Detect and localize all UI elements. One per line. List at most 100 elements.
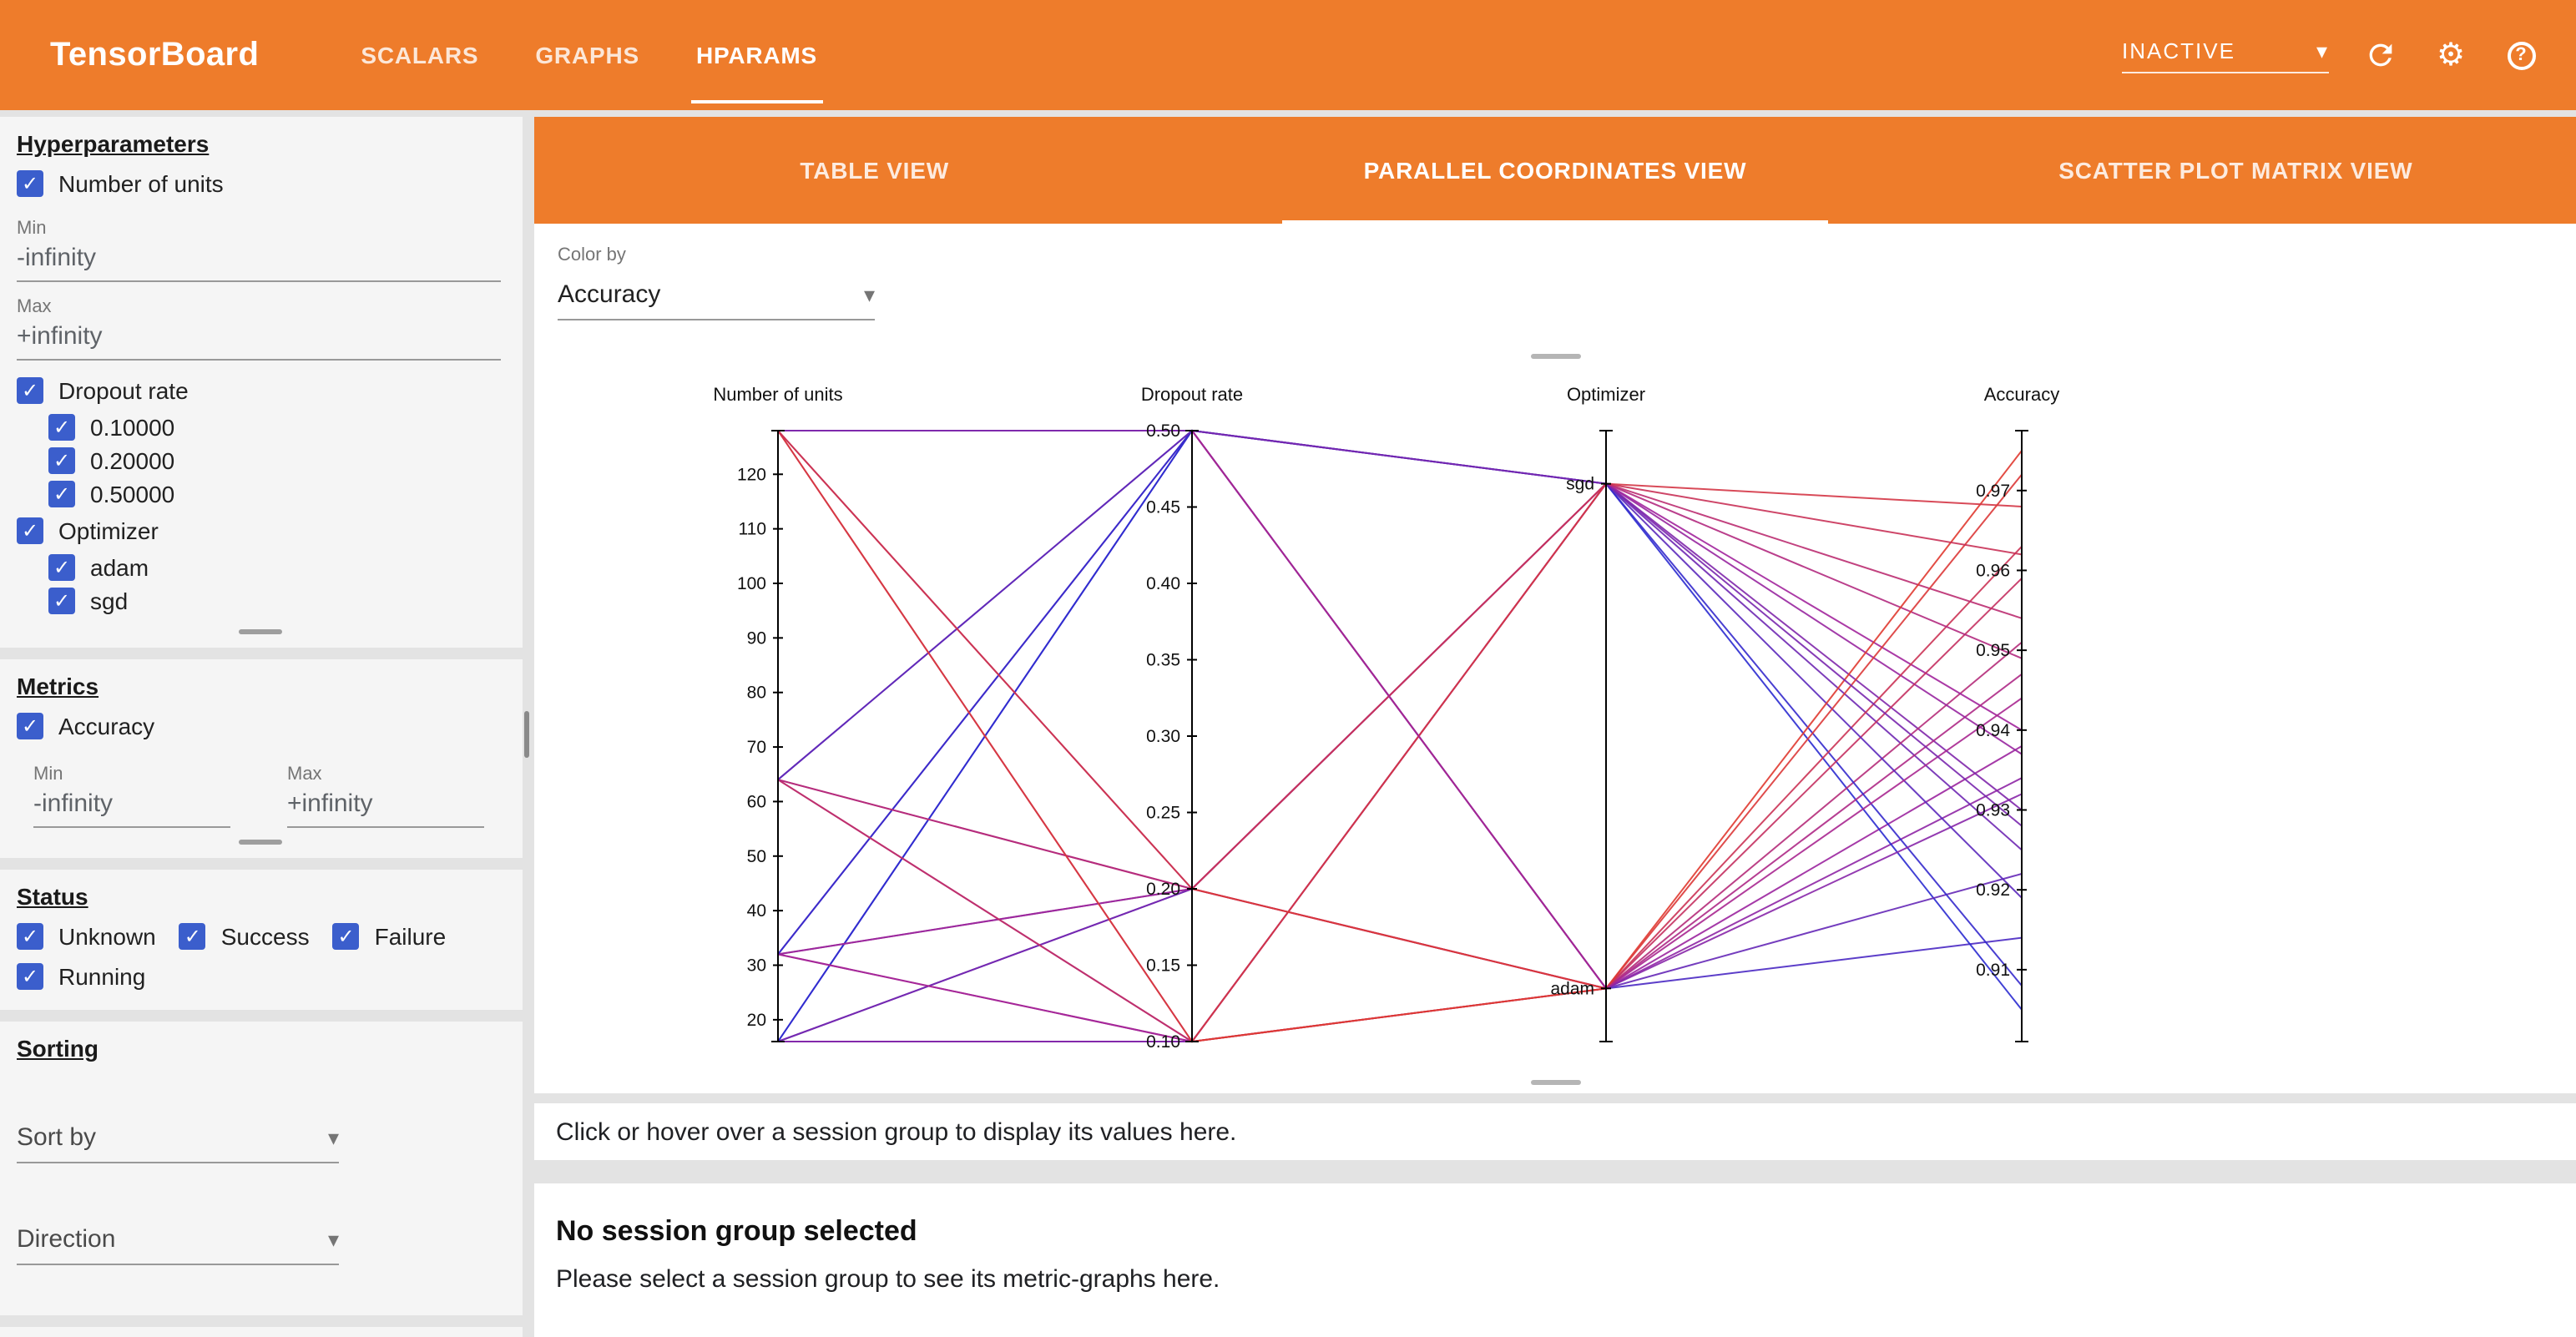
refresh-button[interactable] <box>2362 37 2399 73</box>
min-label: Min <box>33 764 63 785</box>
status-row: Unknown Success Failure <box>17 916 503 956</box>
checkbox-label: Number of units <box>58 170 224 197</box>
section-title-metrics: Metrics <box>17 673 99 699</box>
svg-text:0.25: 0.25 <box>1146 804 1180 823</box>
checkbox-label: sgd <box>90 588 129 614</box>
checkbox-dropout-option-3[interactable]: 0.50000 <box>48 477 503 511</box>
checkbox-dropout-option-2[interactable]: 0.20000 <box>48 444 503 477</box>
checkbox-checked-icon[interactable] <box>17 923 43 950</box>
tab-scalars[interactable]: SCALARS <box>361 42 479 68</box>
checkbox-accuracy[interactable]: Accuracy <box>17 706 503 746</box>
max-label: Max <box>17 297 52 317</box>
checkbox-checked-icon[interactable] <box>48 481 75 507</box>
checkbox-dropout-option-1[interactable]: 0.10000 <box>48 411 503 444</box>
tab-hparams[interactable]: HPARAMS <box>668 0 846 110</box>
svg-text:Dropout rate: Dropout rate <box>1141 384 1243 405</box>
checkbox-checked-icon[interactable] <box>17 170 43 197</box>
header-actions: INACTIVE <box>2122 37 2576 73</box>
checkbox-status-failure[interactable]: Failure <box>332 916 447 956</box>
svg-text:120: 120 <box>737 465 766 484</box>
resize-handle[interactable] <box>1530 1080 1580 1085</box>
parallel-coordinates-chart[interactable]: Number of units 20 30 40 50 60 70 80 90 100 110 120… <box>534 367 2576 1072</box>
checkbox-dropout-rate[interactable]: Dropout rate <box>17 371 503 411</box>
checkbox-checked-icon[interactable] <box>332 923 360 950</box>
sort-by-select[interactable]: Sort by <box>17 1118 339 1163</box>
checkbox-optimizer-adam[interactable]: adam <box>48 551 503 584</box>
svg-text:40: 40 <box>747 901 766 921</box>
checkbox-checked-icon[interactable] <box>179 923 206 950</box>
top-nav: SCALARS GRAPHS HPARAMS <box>332 0 846 110</box>
hyperparameters-section: Hyperparameters Number of units Min -inf… <box>0 117 523 648</box>
main-content: TABLE VIEW PARALLEL COORDINATES VIEW SCA… <box>534 117 2576 1337</box>
chart-bottom-splitter <box>534 1072 2576 1093</box>
checkbox-checked-icon[interactable] <box>48 447 75 474</box>
metric-graphs-panel: No session group selected Please select … <box>534 1183 2576 1337</box>
checkbox-status-unknown[interactable]: Unknown <box>17 916 156 956</box>
color-by-select[interactable]: Accuracy <box>558 275 875 320</box>
direction-select[interactable]: Direction <box>17 1220 339 1265</box>
units-min-input[interactable]: -infinity <box>17 239 501 282</box>
units-max-input[interactable]: +infinity <box>17 317 501 361</box>
svg-text:60: 60 <box>747 792 766 811</box>
reload-status-select[interactable]: INACTIVE <box>2122 38 2329 73</box>
app-title: TensorBoard <box>50 36 260 73</box>
svg-text:0.91: 0.91 <box>1976 961 2010 980</box>
checkbox-checked-icon[interactable] <box>48 554 75 581</box>
metrics-minmax: Min -infinity Max +infinity <box>33 749 503 828</box>
svg-text:Optimizer: Optimizer <box>1567 384 1645 405</box>
checkbox-status-success[interactable]: Success <box>179 916 310 956</box>
checkbox-status-running[interactable]: Running <box>17 956 145 996</box>
sidebar-resize-handle[interactable] <box>524 711 529 758</box>
sidebar: Hyperparameters Number of units Min -inf… <box>0 117 523 1337</box>
svg-text:110: 110 <box>739 520 766 539</box>
page-body: Hyperparameters Number of units Min -inf… <box>0 110 2576 1337</box>
min-label: Min <box>17 219 47 239</box>
svg-text:100: 100 <box>737 574 766 593</box>
settings-icon[interactable] <box>2432 37 2469 73</box>
direction-value: Direction <box>17 1225 116 1254</box>
chevron-down-icon <box>328 1225 339 1254</box>
tab-scatter-plot-matrix-view[interactable]: SCATTER PLOT MATRIX VIEW <box>2058 157 2413 184</box>
svg-text:0.93: 0.93 <box>1976 801 2010 820</box>
accuracy-min-input[interactable]: -infinity <box>33 785 230 828</box>
checkbox-label: Optimizer <box>58 517 159 544</box>
checkbox-checked-icon[interactable] <box>17 517 43 544</box>
svg-text:sgd: sgd <box>1566 475 1594 494</box>
checkbox-label: 0.10000 <box>90 414 175 441</box>
refresh-icon <box>2369 43 2392 67</box>
checkbox-checked-icon[interactable] <box>48 588 75 614</box>
svg-text:50: 50 <box>747 847 766 866</box>
sort-by-value: Sort by <box>17 1123 97 1152</box>
chevron-down-icon <box>864 280 875 309</box>
checkbox-number-of-units[interactable]: Number of units <box>17 164 503 204</box>
checkbox-checked-icon[interactable] <box>17 963 43 990</box>
checkbox-optimizer[interactable]: Optimizer <box>17 511 503 551</box>
checkbox-optimizer-sgd[interactable]: sgd <box>48 584 503 618</box>
app-header: TensorBoard SCALARS GRAPHS HPARAMS INACT… <box>0 0 2576 110</box>
metrics-section: Metrics Accuracy Min -infinity Max +infi… <box>0 659 523 858</box>
session-values-strip: Click or hover over a session group to d… <box>534 1103 2576 1160</box>
resize-handle[interactable] <box>238 629 281 634</box>
resize-handle[interactable] <box>238 840 281 845</box>
view-tabs: TABLE VIEW PARALLEL COORDINATES VIEW SCA… <box>534 117 2576 224</box>
svg-text:0.45: 0.45 <box>1146 498 1180 517</box>
svg-text:0.20: 0.20 <box>1146 880 1180 899</box>
tab-graphs[interactable]: GRAPHS <box>535 42 639 68</box>
checkbox-checked-icon[interactable] <box>48 414 75 441</box>
svg-text:0.92: 0.92 <box>1976 880 2010 900</box>
paging-section: Paging Number of matching session groups… <box>0 1327 523 1337</box>
checkbox-checked-icon[interactable] <box>17 713 43 739</box>
tab-parallel-coordinates-view[interactable]: PARALLEL COORDINATES VIEW <box>1215 117 1895 224</box>
svg-text:0.15: 0.15 <box>1146 956 1180 976</box>
tab-table-view[interactable]: TABLE VIEW <box>800 157 949 184</box>
accuracy-max-input[interactable]: +infinity <box>287 785 484 828</box>
checkbox-checked-icon[interactable] <box>17 377 43 404</box>
chevron-down-icon <box>2316 38 2329 63</box>
help-icon[interactable] <box>2507 41 2535 69</box>
checkbox-label: Success <box>220 923 310 950</box>
svg-text:70: 70 <box>747 738 766 757</box>
checkbox-label: Failure <box>374 923 447 950</box>
svg-text:0.35: 0.35 <box>1146 651 1180 670</box>
resize-handle[interactable] <box>1530 354 1580 359</box>
